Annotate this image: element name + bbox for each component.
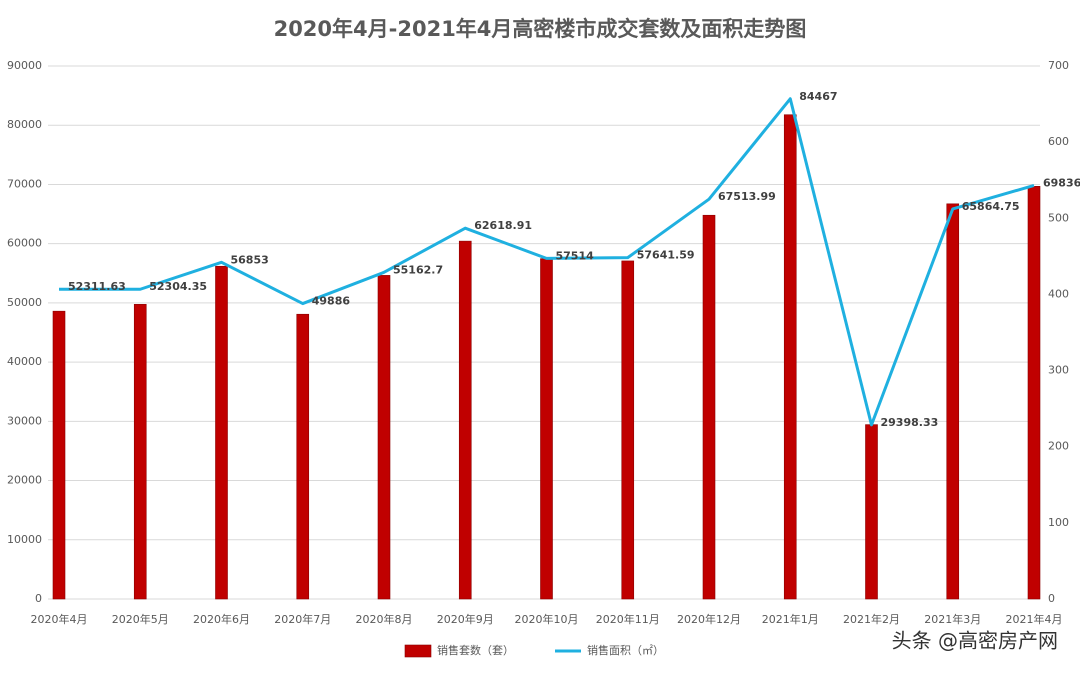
y2-tick-label: 100 <box>1048 516 1069 529</box>
bar <box>702 214 716 600</box>
x-tick-label: 2020年8月 <box>356 612 413 626</box>
y-tick-label: 20000 <box>7 474 42 487</box>
bar <box>133 304 147 600</box>
data-label: 57514 <box>556 249 595 262</box>
y2-tick-label: 700 <box>1048 59 1069 72</box>
bar <box>540 258 553 600</box>
legend-label: 销售套数（套） <box>437 643 514 657</box>
y2-tick-label: 500 <box>1048 211 1069 224</box>
data-label: 62618.91 <box>474 219 532 232</box>
bar <box>946 203 960 600</box>
x-tick-label: 2020年4月 <box>31 612 88 626</box>
data-label: 57641.59 <box>637 249 695 262</box>
bar <box>621 260 635 600</box>
bar <box>52 310 66 600</box>
data-label: 52304.35 <box>149 280 207 293</box>
data-label: 29398.33 <box>881 416 939 429</box>
data-label: 65864.75 <box>962 200 1020 213</box>
y-tick-label: 90000 <box>7 59 42 72</box>
y-tick-label: 70000 <box>7 177 42 190</box>
x-tick-label: 2020年12月 <box>677 612 741 626</box>
line <box>58 97 1035 427</box>
bar <box>865 424 878 600</box>
y-tick-label: 10000 <box>7 533 42 546</box>
y2-tick-label: 200 <box>1048 440 1069 453</box>
x-tick-label: 2020年6月 <box>193 612 250 626</box>
data-label: 84467 <box>799 90 837 103</box>
y-tick-label: 80000 <box>7 118 42 131</box>
x-tick-label: 2021年2月 <box>843 612 900 626</box>
x-tick-label: 2021年4月 <box>1006 612 1063 626</box>
data-label: 55162.7 <box>393 263 443 276</box>
x-tick-label: 2021年3月 <box>924 612 981 626</box>
y2-tick-label: 0 <box>1048 592 1055 605</box>
bar <box>215 265 228 600</box>
y-tick-label: 50000 <box>7 296 42 309</box>
x-tick-label: 2020年9月 <box>437 612 494 626</box>
data-label: 49886 <box>312 295 351 308</box>
x-tick-label: 2020年5月 <box>112 612 169 626</box>
data-label: 69836.00 <box>1043 176 1080 189</box>
bar <box>783 114 797 600</box>
bar <box>1027 186 1041 600</box>
y2-tick-label: 300 <box>1048 364 1069 377</box>
y-tick-label: 60000 <box>7 237 42 250</box>
y-tick-label: 30000 <box>7 414 42 427</box>
bar <box>458 240 472 600</box>
bar <box>296 313 310 600</box>
x-tick-label: 2020年10月 <box>515 612 579 626</box>
x-tick-label: 2021年1月 <box>762 612 819 626</box>
y-tick-label: 0 <box>35 592 42 605</box>
x-tick-label: 2020年7月 <box>274 612 331 626</box>
y2-tick-label: 400 <box>1048 287 1069 300</box>
y-tick-label: 40000 <box>7 355 42 368</box>
credit: 头条 @高密房产网 <box>892 629 1058 653</box>
data-label: 67513.99 <box>718 190 776 203</box>
chart-title: 2020年4月-2021年4月高密楼市成交套数及面积走势图 <box>274 17 807 41</box>
bar <box>377 275 391 600</box>
y2-tick-label: 600 <box>1048 135 1069 148</box>
legend-swatch <box>404 644 432 658</box>
legend-label: 销售面积（㎡） <box>587 643 664 657</box>
data-label: 52311.63 <box>68 280 126 293</box>
x-tick-label: 2020年11月 <box>596 612 660 626</box>
data-label: 56853 <box>231 253 269 266</box>
